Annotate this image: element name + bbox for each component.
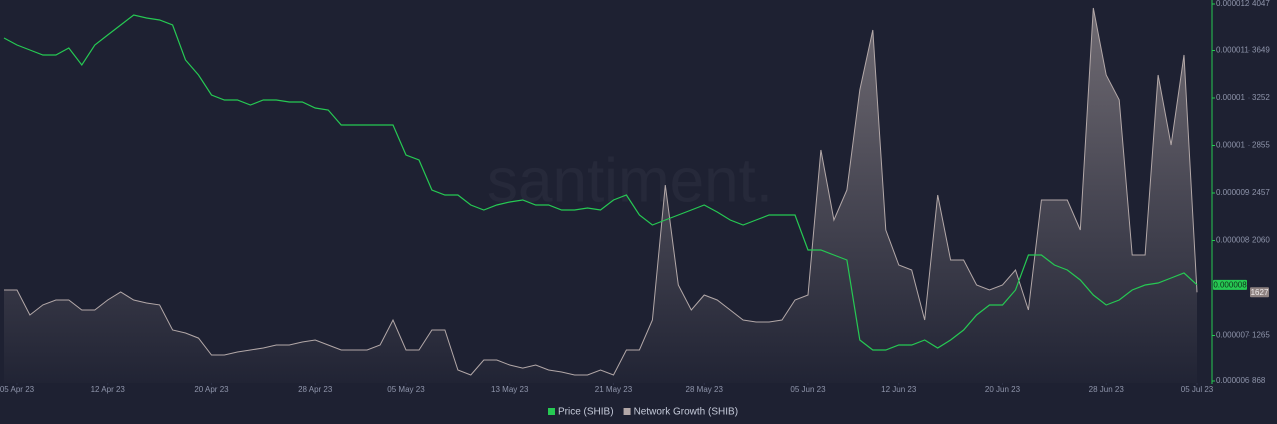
y-tick-label: 0.000007 bbox=[1216, 331, 1250, 340]
legend-label: Network Growth (SHIB) bbox=[634, 407, 738, 418]
y2-tick-label: 3649 bbox=[1252, 46, 1270, 55]
network-area bbox=[4, 8, 1197, 383]
y2-tick-label: 3252 bbox=[1252, 93, 1270, 102]
y-tick-label: 0.000009 bbox=[1216, 188, 1250, 197]
last-value-label: 1627 bbox=[1251, 288, 1269, 297]
network-line bbox=[4, 7, 1198, 376]
y2-tick-label: 1265 bbox=[1252, 331, 1270, 340]
x-tick-label: 05 Jul 23 bbox=[1181, 385, 1214, 394]
x-tick-label: 28 Apr 23 bbox=[298, 385, 333, 394]
y-tick-label: 0.000006 bbox=[1216, 376, 1250, 385]
y-tick-label: 0.000011 bbox=[1216, 46, 1249, 55]
y2-tick-label: 2855 bbox=[1252, 141, 1270, 150]
legend-swatch bbox=[623, 408, 631, 415]
y2-tick-label: 2457 bbox=[1252, 188, 1270, 197]
last-value-badge bbox=[1250, 287, 1269, 298]
x-tick-label: 20 Jun 23 bbox=[985, 385, 1021, 394]
legend: Price (SHIB) Network Growth (SHIB) bbox=[548, 407, 738, 418]
x-tick-label: 12 Jun 23 bbox=[881, 385, 917, 394]
x-tick-label: 21 May 23 bbox=[595, 385, 633, 394]
x-tick-label: 05 Apr 23 bbox=[0, 385, 35, 394]
y2-tick-label: 4047 bbox=[1252, 0, 1270, 8]
y-tick-label: 0.000008 bbox=[1216, 236, 1250, 245]
x-tick-label: 13 May 23 bbox=[491, 385, 529, 394]
x-tick-label: 28 May 23 bbox=[686, 385, 724, 394]
y-tick-label: 0.00001 bbox=[1216, 141, 1245, 150]
watermark: santiment. bbox=[487, 146, 773, 215]
y2-tick-label: 868 bbox=[1252, 376, 1266, 385]
y-tick-label: 0.00001 bbox=[1216, 93, 1245, 102]
x-tick-label: 05 Jun 23 bbox=[790, 385, 826, 394]
x-tick-label: 12 Apr 23 bbox=[91, 385, 126, 394]
x-tick-label: 28 Jun 23 bbox=[1089, 385, 1125, 394]
y-tick-label: 0.000012 bbox=[1216, 0, 1250, 8]
legend-swatch bbox=[548, 408, 555, 415]
legend-label: Price (SHIB) bbox=[558, 407, 614, 418]
x-tick-label: 05 May 23 bbox=[387, 385, 425, 394]
last-value-label: 0.000008 bbox=[1213, 280, 1247, 289]
last-value-badge bbox=[1213, 279, 1247, 290]
y2-tick-label: 2060 bbox=[1252, 236, 1270, 245]
price-line bbox=[3, 14, 1198, 351]
x-tick-label: 20 Apr 23 bbox=[194, 385, 229, 394]
